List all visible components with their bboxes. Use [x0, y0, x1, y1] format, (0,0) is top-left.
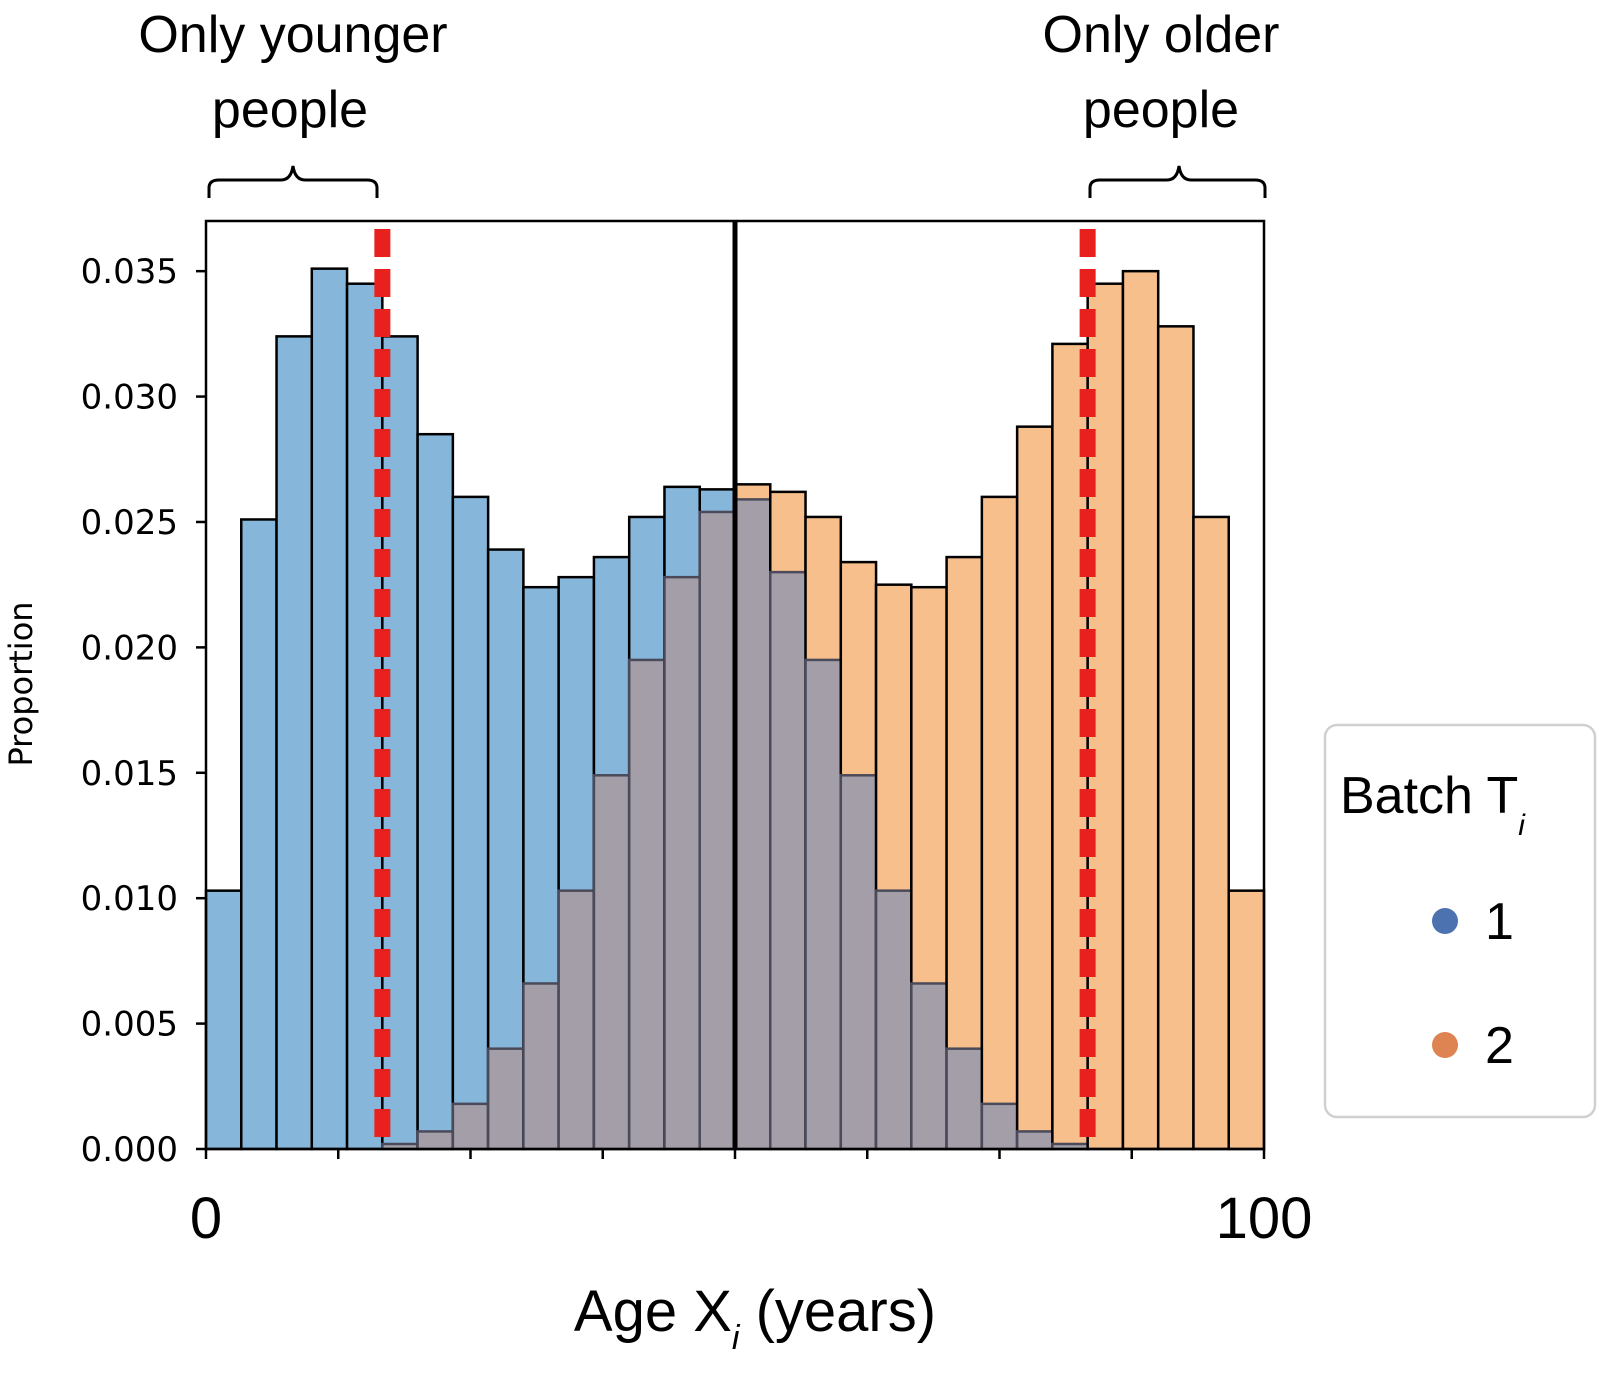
- y-axis: 0.000 0.005 0.010 0.015 0.020 0.025 0.030 0.035: [81, 252, 206, 1170]
- bar-1-bin-7: [451, 495, 490, 1151]
- y-tick-label-7: 0.035: [81, 252, 178, 292]
- bar-2-bin-23: [1015, 425, 1054, 1151]
- x-tick-label-1: 100: [1216, 1186, 1313, 1251]
- x-axis-title-tail: (years): [739, 1279, 936, 1344]
- annotation-older-brace: [1088, 165, 1267, 198]
- bar-overlap-bin-14: [698, 510, 737, 1151]
- bar-1-bin-2: [275, 335, 314, 1151]
- bar-2-bin-27: [1156, 325, 1195, 1151]
- y-tick-label-1: 0.005: [81, 1005, 178, 1045]
- y-tick-label-3: 0.015: [81, 754, 178, 794]
- legend: Batch Ti 1 2: [1323, 723, 1597, 1119]
- bar-overlap-bin-12: [627, 658, 666, 1151]
- legend-title: Batch Ti: [1340, 767, 1526, 842]
- annotation-older: Only older people: [1043, 6, 1280, 198]
- legend-title-sub: i: [1518, 809, 1526, 842]
- bar-1-bin-1: [240, 518, 278, 1151]
- bar-overlap-bin-8: [486, 1047, 525, 1151]
- x-axis-title-main: Age X: [574, 1279, 732, 1344]
- bar-2-bin-26: [1121, 269, 1160, 1151]
- bar-overlap-bin-20: [910, 982, 948, 1151]
- bar-1-bin-6: [416, 432, 455, 1151]
- legend-marker-2: [1432, 1032, 1458, 1058]
- bar-overlap-bin-23: [1015, 1130, 1054, 1151]
- legend-box: [1323, 723, 1597, 1119]
- bar-overlap-bin-18: [839, 774, 878, 1151]
- bar-overlap-bin-17: [804, 658, 843, 1151]
- annotation-younger: Only younger people: [138, 6, 448, 198]
- reference-lines: [374, 221, 1096, 1149]
- bar-overlap-bin-15: [733, 498, 772, 1151]
- annotation-younger-line1: Only younger: [138, 6, 447, 64]
- bar-overlap-bin-6: [416, 1130, 455, 1151]
- bar-overlap-bin-7: [451, 1102, 490, 1151]
- bar-overlap-bin-22: [980, 1102, 1019, 1151]
- bar-overlap-bin-10: [557, 889, 596, 1151]
- bar-overlap-bin-9: [522, 982, 560, 1151]
- y-tick-label-6: 0.030: [81, 378, 178, 418]
- y-tick-label-2: 0.010: [81, 879, 178, 919]
- bar-1-bin-3: [310, 267, 349, 1151]
- legend-title-main: Batch T: [1340, 767, 1518, 825]
- y-tick-label-0: 0.000: [81, 1130, 178, 1170]
- bar-1-bin-5: [381, 335, 419, 1151]
- y-axis-title: Proportion: [2, 601, 40, 766]
- legend-marker-1: [1432, 908, 1458, 934]
- y-tick-label-4: 0.020: [81, 628, 178, 668]
- bar-2-bin-24: [1051, 342, 1089, 1151]
- bar-1-bin-0: [204, 889, 243, 1151]
- bar-2-bin-22: [980, 495, 1019, 1151]
- annotation-younger-brace: [207, 165, 379, 198]
- bar-overlap-bin-16: [769, 570, 807, 1151]
- legend-label-2: 2: [1485, 1017, 1514, 1075]
- bar-overlap-bin-13: [663, 575, 701, 1151]
- bar-2-bin-29: [1227, 889, 1266, 1151]
- y-tick-label-5: 0.025: [81, 503, 178, 543]
- bar-overlap-bin-19: [874, 889, 913, 1151]
- bar-overlap-bin-11: [592, 774, 631, 1151]
- legend-label-1: 1: [1485, 893, 1514, 951]
- x-axis-title-sub: i: [732, 1319, 741, 1357]
- annotation-older-line2: people: [1083, 81, 1239, 139]
- bar-2-bin-28: [1192, 515, 1230, 1151]
- x-axis: 0 100: [190, 1149, 1313, 1251]
- bar-overlap-bin-21: [945, 1047, 984, 1151]
- annotation-older-line1: Only older: [1043, 6, 1280, 64]
- annotation-younger-line2: people: [212, 81, 368, 139]
- x-tick-label-0: 0: [190, 1186, 222, 1251]
- x-axis-title: Age Xi (years): [574, 1279, 936, 1357]
